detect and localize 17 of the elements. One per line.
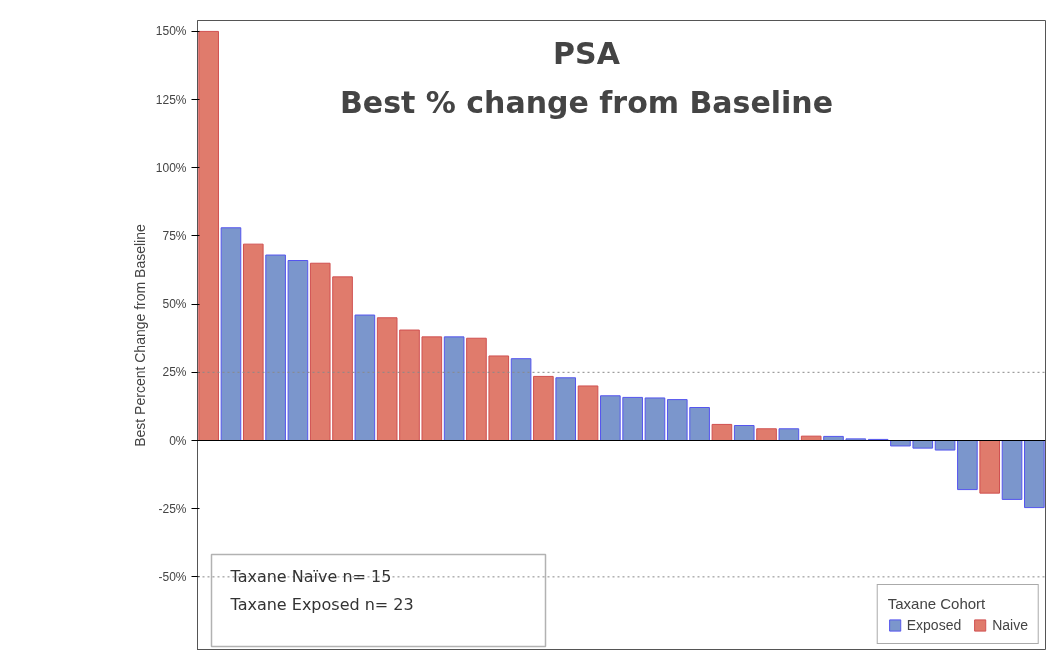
legend-label: Naive (992, 617, 1028, 633)
y-tick-label: 100% (155, 160, 187, 175)
legend-label: Exposed (906, 617, 962, 633)
y-tick-label: 50% (162, 297, 187, 312)
annotation: Taxane Naïve n= 15 (229, 567, 392, 587)
legend-title: Taxane Cohort (887, 595, 987, 612)
y-tick-label: -25% (158, 501, 187, 516)
annotation: Taxane Exposed n= 23 (229, 595, 414, 615)
text: PSA (553, 35, 621, 71)
y-tick-label: 75% (162, 228, 187, 243)
y-tick-label: 25% (162, 365, 187, 380)
y-tick-label: 125% (155, 92, 187, 107)
y-tick-label: 0% (169, 433, 187, 448)
text: Best % change from Baseline (339, 84, 834, 120)
y-axis-title: Best Percent Change from Baseline (131, 224, 148, 447)
y-tick-label: -50% (158, 569, 187, 584)
y-tick-label: 150% (155, 24, 187, 39)
